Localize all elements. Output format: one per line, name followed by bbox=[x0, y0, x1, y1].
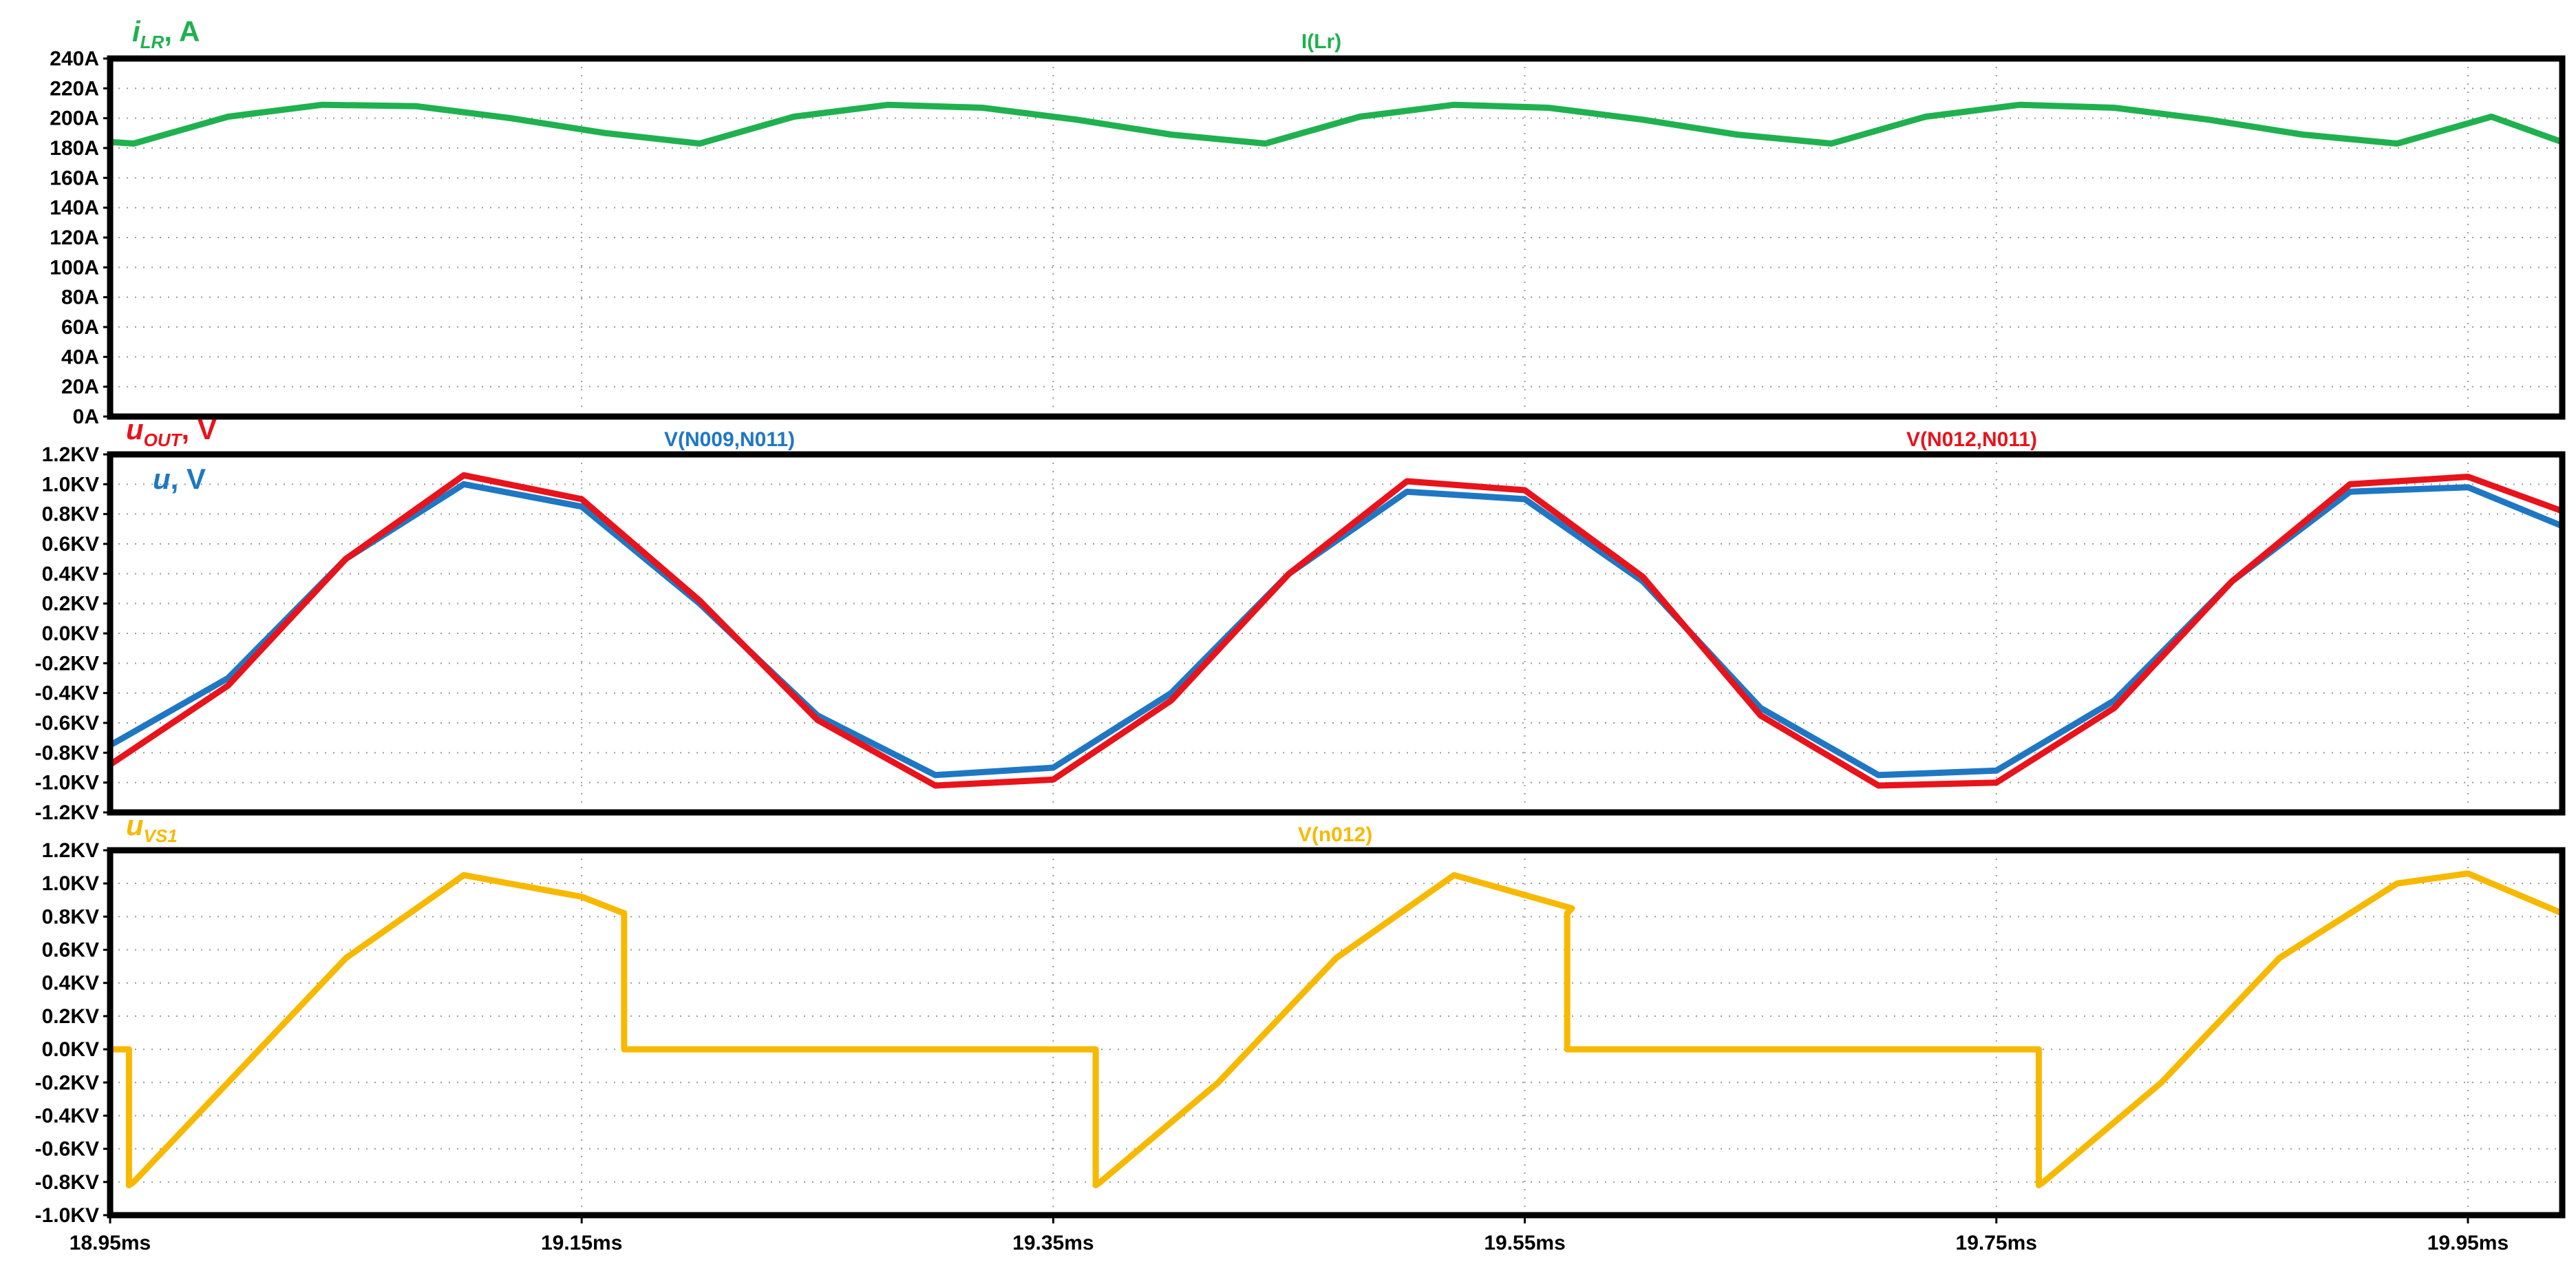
y-tick-label: 80A bbox=[61, 286, 99, 309]
y-tick-label: 140A bbox=[50, 197, 99, 220]
current-panel-grid bbox=[110, 59, 2562, 417]
voltage-legend-right: V(N012,N011) bbox=[1906, 428, 2037, 451]
y-tick-label: 40A bbox=[61, 346, 99, 368]
switch-voltage-panel-y-ticks: 1.2KV 1.0KV 0.8KV 0.6KV 0.4KV 0.2KV 0.0KV -0.2K… bbox=[35, 839, 110, 1227]
voltage-panel: 1.2KV 1.0KV 0.8KV 0.6KV 0.4KV 0.2KV 0.0KV -0.2K… bbox=[35, 413, 2566, 824]
uout-label: uOUT, V bbox=[126, 413, 217, 450]
voltage-legend-left: V(N009,N011) bbox=[664, 428, 795, 451]
y-tick-label: 0.4KV bbox=[42, 972, 99, 995]
y-tick-label: 0.8KV bbox=[42, 905, 99, 928]
y-tick-label: -1.2KV bbox=[35, 801, 99, 824]
current-panel-y-ticks: 240A 220A 200A 180A 160A 140A 120A 100A 80A 60A 40… bbox=[50, 48, 110, 428]
voltage-panel-y-ticks: 1.2KV 1.0KV 0.8KV 0.6KV 0.4KV 0.2KV 0.0KV -0.2K… bbox=[35, 443, 110, 824]
x-tick-label: 19.75ms bbox=[1956, 1232, 2037, 1254]
current-panel: 240A 220A 200A 180A 160A 140A 120A 100A 80A 60A 40… bbox=[50, 15, 2566, 428]
x-tick-label: 18.95ms bbox=[70, 1232, 151, 1254]
voltage-panel-grid bbox=[110, 454, 2562, 812]
uvs1-label: uVS1 bbox=[126, 809, 178, 846]
y-tick-label: -1.0KV bbox=[35, 1204, 99, 1227]
current-ylabel-sub: LR bbox=[140, 32, 164, 52]
switch-voltage-panel-frame bbox=[107, 847, 2566, 1219]
x-tick-label: 19.55ms bbox=[1484, 1232, 1565, 1254]
y-tick-label: -0.6KV bbox=[35, 1138, 99, 1161]
y-tick-label: 1.0KV bbox=[42, 473, 99, 496]
y-tick-label: 1.2KV bbox=[42, 839, 99, 862]
series-line bbox=[107, 472, 2566, 789]
y-tick-label: 0.6KV bbox=[42, 533, 99, 556]
u-label: u, V bbox=[153, 463, 206, 495]
u-label-unit: , V bbox=[171, 463, 206, 495]
current-panel-title: I(Lr) bbox=[1301, 30, 1341, 53]
uvs1-label-main: u bbox=[126, 809, 144, 841]
current-panel-ylabel: iLR, A bbox=[132, 15, 200, 52]
voltage-panel-series bbox=[107, 472, 2566, 789]
y-tick-label: 180A bbox=[50, 137, 99, 160]
y-tick-label: 0.2KV bbox=[42, 593, 99, 616]
y-tick-label: -1.0KV bbox=[35, 772, 99, 795]
x-axis-ticks: 18.95ms 19.15ms 19.35ms 19.55ms 19.75ms 19.95… bbox=[70, 1215, 2509, 1254]
y-tick-label: -0.4KV bbox=[35, 1104, 99, 1127]
u-label-main: u bbox=[153, 463, 171, 495]
switch-voltage-panel-title: V(n012) bbox=[1298, 823, 1372, 846]
switch-voltage-panel-grid bbox=[110, 850, 2562, 1215]
uout-label-unit: , V bbox=[182, 413, 217, 445]
y-tick-label: 0.6KV bbox=[42, 939, 99, 962]
x-tick-label: 19.35ms bbox=[1012, 1232, 1094, 1254]
y-tick-label: -0.8KV bbox=[35, 741, 99, 764]
y-tick-label: 0.0KV bbox=[42, 1038, 99, 1061]
x-tick-label: 19.95ms bbox=[2427, 1232, 2509, 1254]
current-panel-series bbox=[107, 101, 2566, 147]
y-tick-label: 200A bbox=[50, 107, 99, 130]
y-tick-label: 0.8KV bbox=[42, 503, 99, 526]
switch-voltage-panel-series bbox=[107, 870, 2566, 1189]
y-tick-label: 240A bbox=[50, 48, 99, 70]
y-tick-label: 0.4KV bbox=[42, 562, 99, 585]
y-tick-label: 1.0KV bbox=[42, 872, 99, 895]
current-ylabel-unit: , A bbox=[164, 15, 200, 48]
current-ylabel-main: i bbox=[132, 15, 141, 48]
y-tick-label: -0.4KV bbox=[35, 682, 99, 705]
y-tick-label: 0.2KV bbox=[42, 1005, 99, 1028]
y-tick-label: 20A bbox=[61, 376, 99, 399]
uvs1-label-sub: VS1 bbox=[144, 825, 178, 846]
y-tick-label: 0.0KV bbox=[42, 622, 99, 645]
switch-voltage-panel: 1.2KV 1.0KV 0.8KV 0.6KV 0.4KV 0.2KV 0.0KV -0.2K… bbox=[35, 809, 2566, 1227]
y-tick-label: 1.2KV bbox=[42, 443, 99, 466]
series-line bbox=[107, 870, 2566, 1189]
y-tick-label: -0.2KV bbox=[35, 1071, 99, 1094]
y-tick-label: -0.2KV bbox=[35, 652, 99, 675]
y-tick-label: 100A bbox=[50, 256, 99, 279]
y-tick-label: 120A bbox=[50, 227, 99, 249]
y-tick-label: 60A bbox=[61, 316, 99, 339]
uout-label-sub: OUT bbox=[144, 430, 183, 450]
x-tick-label: 19.15ms bbox=[541, 1232, 622, 1254]
y-tick-label: 220A bbox=[50, 77, 99, 100]
series-line bbox=[107, 101, 2566, 147]
uout-label-main: u bbox=[126, 413, 144, 445]
y-tick-label: -0.6KV bbox=[35, 712, 99, 735]
y-tick-label: -0.8KV bbox=[35, 1171, 99, 1194]
y-tick-label: 160A bbox=[50, 167, 99, 189]
y-tick-label: 0A bbox=[73, 406, 99, 428]
